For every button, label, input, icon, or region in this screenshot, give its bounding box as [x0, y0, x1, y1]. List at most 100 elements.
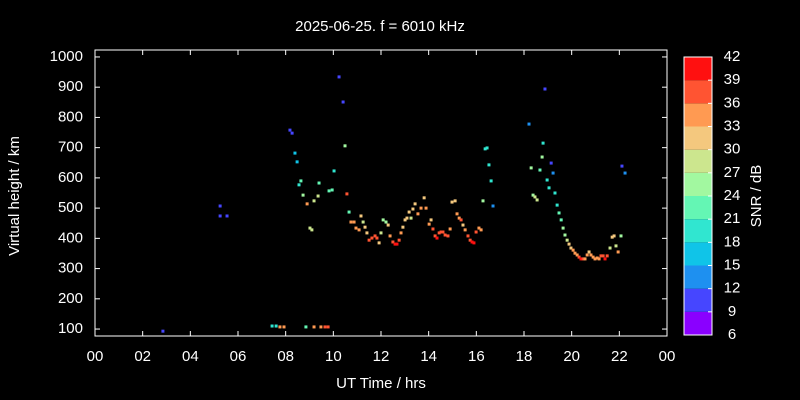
y-tick-label: 400: [58, 229, 83, 246]
data-point: [569, 246, 573, 250]
data-point: [373, 234, 377, 238]
data-point: [561, 226, 565, 230]
colorbar-band: [684, 311, 712, 335]
data-point: [388, 234, 392, 238]
y-tick-label: 600: [58, 169, 83, 186]
data-point: [403, 218, 407, 222]
data-point: [386, 223, 390, 227]
data-point: [441, 230, 445, 234]
data-point: [583, 257, 587, 261]
data-point: [354, 226, 358, 230]
data-point: [555, 203, 559, 207]
data-point: [531, 193, 535, 197]
x-tick-label: 00: [87, 348, 104, 365]
colorbar-band: [684, 242, 712, 266]
data-point: [573, 251, 577, 255]
y-tick-label: 1000: [50, 48, 83, 65]
data-point: [483, 147, 487, 151]
data-point: [326, 325, 330, 329]
data-point: [461, 223, 465, 227]
x-tick-label: 22: [611, 348, 628, 365]
x-axis-label: UT Time / hrs: [336, 375, 426, 392]
y-tick-label: 300: [58, 260, 83, 277]
data-point: [541, 141, 545, 145]
x-tick-label: 08: [277, 348, 294, 365]
colorbar-tick-label: 24: [724, 187, 741, 204]
data-point: [413, 202, 417, 206]
data-point: [545, 178, 549, 182]
data-point: [384, 220, 388, 224]
data-point: [377, 241, 381, 245]
colorbar-band: [684, 219, 712, 243]
colorbar-band: [684, 265, 712, 289]
x-tick-label: 04: [182, 348, 199, 365]
data-point: [463, 228, 467, 232]
colorbar-band: [684, 103, 712, 127]
data-point: [567, 242, 571, 246]
colorbar-tick-label: 39: [724, 71, 741, 88]
data-point: [357, 228, 361, 232]
data-point: [579, 257, 583, 261]
data-point: [379, 231, 383, 235]
data-point: [597, 257, 601, 261]
colorbar-band: [684, 288, 712, 312]
colorbar-band: [684, 80, 712, 104]
colorbar-band: [684, 57, 712, 81]
data-point: [599, 254, 603, 258]
data-point: [472, 241, 476, 245]
colorbar-tick-label: 42: [724, 48, 741, 65]
data-point: [304, 325, 308, 329]
data-point: [288, 128, 292, 132]
data-point: [581, 257, 585, 261]
data-point: [466, 234, 470, 238]
data-point: [585, 253, 589, 257]
data-point: [601, 254, 605, 258]
data-point: [605, 254, 609, 258]
data-point: [575, 253, 579, 257]
chart-title: 2025-06-25. f = 6010 kHz: [295, 18, 465, 35]
data-point: [468, 238, 472, 242]
data-point: [549, 161, 553, 165]
data-point: [305, 202, 309, 206]
data-point: [474, 230, 478, 234]
data-point: [593, 257, 597, 261]
data-point: [547, 186, 551, 190]
data-point: [290, 131, 294, 135]
data-point: [345, 192, 349, 196]
data-point: [363, 225, 367, 229]
y-tick-label: 100: [58, 320, 83, 337]
colorbar-band: [684, 126, 712, 150]
y-tick-label: 900: [58, 78, 83, 95]
data-point: [312, 199, 316, 203]
data-point: [416, 212, 420, 216]
data-point: [459, 218, 463, 222]
data-point: [352, 220, 356, 224]
data-point: [533, 195, 537, 199]
data-point: [603, 257, 607, 261]
colorbar-tick-label: 9: [728, 303, 736, 320]
data-point: [450, 200, 454, 204]
data-point: [422, 196, 426, 200]
data-point: [439, 230, 443, 234]
data-point: [437, 231, 441, 235]
data-point: [424, 206, 428, 210]
data-point: [375, 236, 379, 240]
colorbar-tick-label: 36: [724, 94, 741, 111]
data-point: [485, 146, 489, 150]
data-point: [365, 231, 369, 235]
data-point: [477, 226, 481, 230]
data-point: [218, 204, 222, 208]
data-point: [395, 242, 399, 246]
colorbar-tick-label: 33: [724, 117, 741, 134]
data-point: [457, 216, 461, 220]
data-point: [431, 227, 435, 231]
data-point: [282, 325, 286, 329]
data-point: [527, 122, 531, 126]
data-point: [591, 255, 595, 259]
data-point: [595, 256, 599, 260]
data-point: [409, 216, 413, 220]
data-point: [401, 225, 405, 229]
data-point: [419, 206, 423, 210]
y-tick-label: 800: [58, 108, 83, 125]
data-point: [587, 250, 591, 254]
